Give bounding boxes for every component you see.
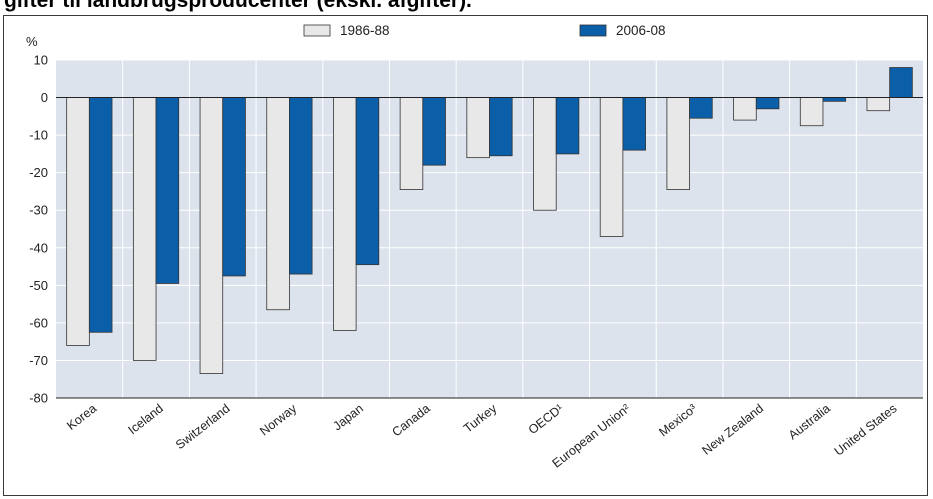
- y-tick-label: -60: [29, 315, 48, 330]
- bar-series-2: [822, 97, 847, 102]
- x-axis: Korea Iceland Switzerland Norway Japan Canada…: [64, 401, 899, 471]
- bar-series-2: [755, 97, 780, 110]
- bar-series-2: [489, 97, 513, 157]
- legend-swatch: [303, 24, 331, 37]
- bar-series-2: [355, 97, 380, 266]
- x-tick-label: Turkey: [461, 401, 500, 436]
- y-tick-label: 10: [34, 53, 48, 68]
- bar-series-1: [799, 97, 824, 127]
- y-axis: % 10 0 -10 -20 -30 -40 -50 -60 -70 -80: [26, 34, 48, 406]
- chart-frame: 1986-88 2006-08 % 10 0 -10 -20 -30 -40 -50 -60 -70…: [3, 15, 928, 496]
- y-axis-unit-label: %: [26, 34, 38, 49]
- x-tick-label: Norway: [257, 401, 300, 439]
- x-tick-label: Switzerland: [173, 401, 233, 452]
- bar-series-1: [66, 97, 90, 346]
- bar-series-1: [399, 97, 424, 190]
- bar-series-2: [689, 97, 713, 119]
- legend-label: 2006-08: [616, 23, 666, 38]
- bar-series-2: [622, 97, 646, 151]
- bar-chart: 1986-88 2006-08 % 10 0 -10 -20 -30 -40 -50 -60 -70…: [26, 23, 923, 471]
- bar-series-2: [289, 97, 313, 275]
- legend-label: 1986-88: [340, 23, 390, 38]
- y-tick-label: -20: [29, 165, 48, 180]
- x-tick-label: Australia: [786, 401, 833, 442]
- y-tick-label: -10: [29, 128, 48, 143]
- bar-series-1: [132, 97, 157, 361]
- x-tick-label: Japan: [331, 401, 366, 433]
- x-tick-label: United States: [832, 401, 900, 458]
- bar-series-2: [222, 97, 246, 277]
- y-tick-label: 0: [41, 90, 48, 105]
- x-tick-label: Mexico³: [656, 401, 699, 439]
- y-tick-label: -80: [29, 391, 48, 406]
- bar-series-1: [266, 97, 290, 311]
- x-tick-label: OECD¹: [526, 401, 566, 437]
- x-tick-label: Korea: [64, 401, 99, 433]
- x-tick-label: Iceland: [125, 401, 165, 437]
- bar-series-1: [733, 97, 757, 121]
- bar-series-2: [155, 97, 180, 284]
- bar-series-1: [866, 97, 891, 112]
- bar-series-1: [533, 97, 557, 211]
- x-tick-label: Canada: [390, 401, 433, 439]
- bar-series-2: [555, 97, 580, 155]
- y-tick-label: -40: [29, 240, 48, 255]
- y-tick-label: -70: [29, 353, 48, 368]
- x-tick-label: New Zealand: [699, 401, 766, 457]
- bar-series-1: [666, 97, 690, 190]
- legend: 1986-88 2006-08: [303, 23, 666, 38]
- bar-series-2: [422, 97, 446, 166]
- legend-swatch: [579, 24, 607, 37]
- bar-series-1: [599, 97, 624, 237]
- y-tick-label: -50: [29, 278, 48, 293]
- bar-series-2: [889, 67, 913, 98]
- bar-series-2: [88, 97, 113, 333]
- bar-series-1: [466, 97, 490, 159]
- bar-series-1: [333, 97, 357, 331]
- y-tick-label: -30: [29, 203, 48, 218]
- chart-title-fragment: gifter til landbrugsproducenter (ekskl. …: [4, 0, 472, 12]
- plot-area: [56, 59, 923, 399]
- bar-series-1: [199, 97, 224, 374]
